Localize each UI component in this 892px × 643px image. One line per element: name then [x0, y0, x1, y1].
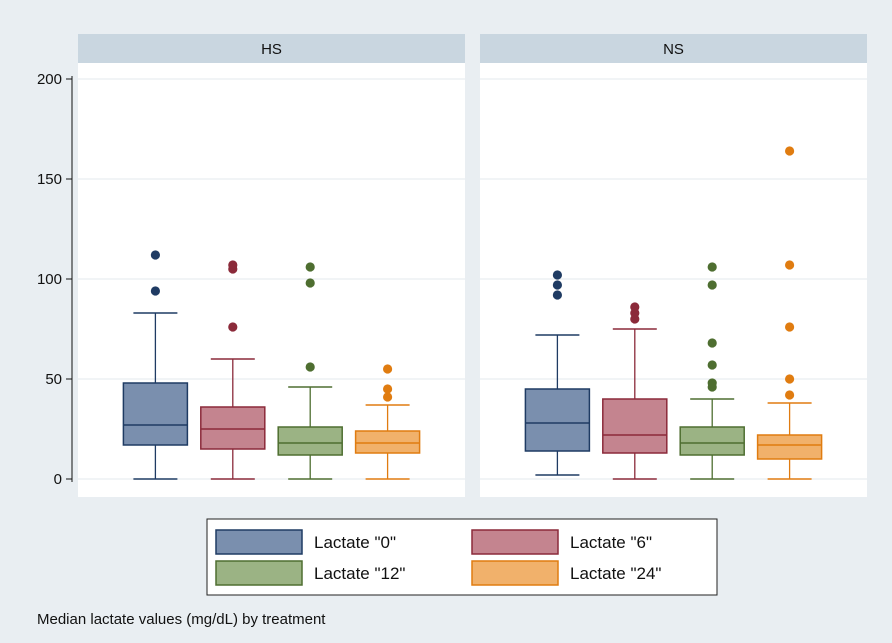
- outlier-point: [707, 280, 717, 290]
- legend-entry: Lactate "6": [471, 529, 652, 555]
- outlier-point: [785, 260, 795, 270]
- panel-hs: HS: [78, 34, 465, 497]
- legend: Lactate "0" Lactate "6" Lactate "12" Lactat…: [206, 518, 718, 596]
- y-tick-label: 100: [37, 271, 62, 288]
- iqr-box: [277, 426, 343, 456]
- outlier-point: [228, 260, 238, 270]
- iqr-box: [756, 434, 823, 460]
- outlier-point: [228, 322, 238, 332]
- legend-label: Lactate "6": [570, 533, 652, 552]
- panel-ns: NS: [480, 34, 867, 497]
- iqr-box: [122, 382, 189, 446]
- box-ns-3: [756, 146, 823, 480]
- legend-label: Lactate "0": [314, 533, 396, 552]
- outlier-point: [150, 286, 160, 296]
- legend-entry: Lactate "12": [215, 560, 405, 586]
- chart-note: Median lactate values (mg/dL) by treatme…: [37, 611, 326, 628]
- outlier-point: [305, 262, 315, 272]
- outlier-point: [785, 390, 795, 400]
- outlier-point: [383, 392, 393, 402]
- outlier-point: [707, 360, 717, 370]
- y-tick-label: 200: [37, 71, 62, 88]
- outlier-point: [707, 378, 717, 388]
- iqr-box: [524, 388, 591, 452]
- outlier-point: [150, 250, 160, 260]
- outlier-point: [785, 146, 795, 156]
- panels-group: HS NS: [78, 34, 867, 497]
- panel-title: HS: [261, 41, 282, 58]
- y-axis: 0 50 100 150 200: [37, 71, 73, 488]
- outlier-point: [383, 384, 393, 394]
- legend-entry: Lactate "0": [215, 529, 396, 555]
- box-hs-3: [354, 364, 421, 480]
- legend-swatch: [215, 529, 303, 555]
- outlier-point: [630, 302, 640, 312]
- legend-entry: Lactate "24": [471, 560, 661, 586]
- outlier-point: [785, 374, 795, 384]
- y-tick-label: 50: [45, 371, 62, 388]
- legend-swatch: [471, 560, 559, 586]
- box-hs-1: [200, 260, 266, 480]
- box-ns-2: [679, 262, 745, 480]
- legend-label: Lactate "24": [570, 564, 661, 583]
- iqr-box: [354, 430, 421, 454]
- panel-strip: [78, 34, 465, 63]
- box-ns-0: [524, 270, 591, 476]
- outlier-point: [552, 270, 563, 280]
- outlier-point: [305, 362, 315, 372]
- iqr-box: [679, 426, 745, 456]
- outlier-point: [707, 338, 717, 348]
- y-tick-label: 0: [54, 471, 62, 488]
- panel-strip: [480, 34, 867, 63]
- legend-label: Lactate "12": [314, 564, 405, 583]
- outlier-point: [707, 262, 717, 272]
- iqr-box: [602, 398, 668, 454]
- legend-swatch: [471, 529, 559, 555]
- box-hs-0: [122, 250, 189, 480]
- legend-swatch: [215, 560, 303, 586]
- iqr-box: [200, 406, 266, 450]
- box-ns-1: [602, 302, 668, 480]
- outlier-point: [305, 278, 315, 288]
- panel-title: NS: [663, 41, 684, 58]
- y-tick-label: 150: [37, 171, 62, 188]
- outlier-point: [785, 322, 795, 332]
- box-hs-2: [277, 262, 343, 480]
- outlier-point: [383, 364, 393, 374]
- outlier-point: [552, 290, 563, 300]
- outlier-point: [552, 280, 563, 290]
